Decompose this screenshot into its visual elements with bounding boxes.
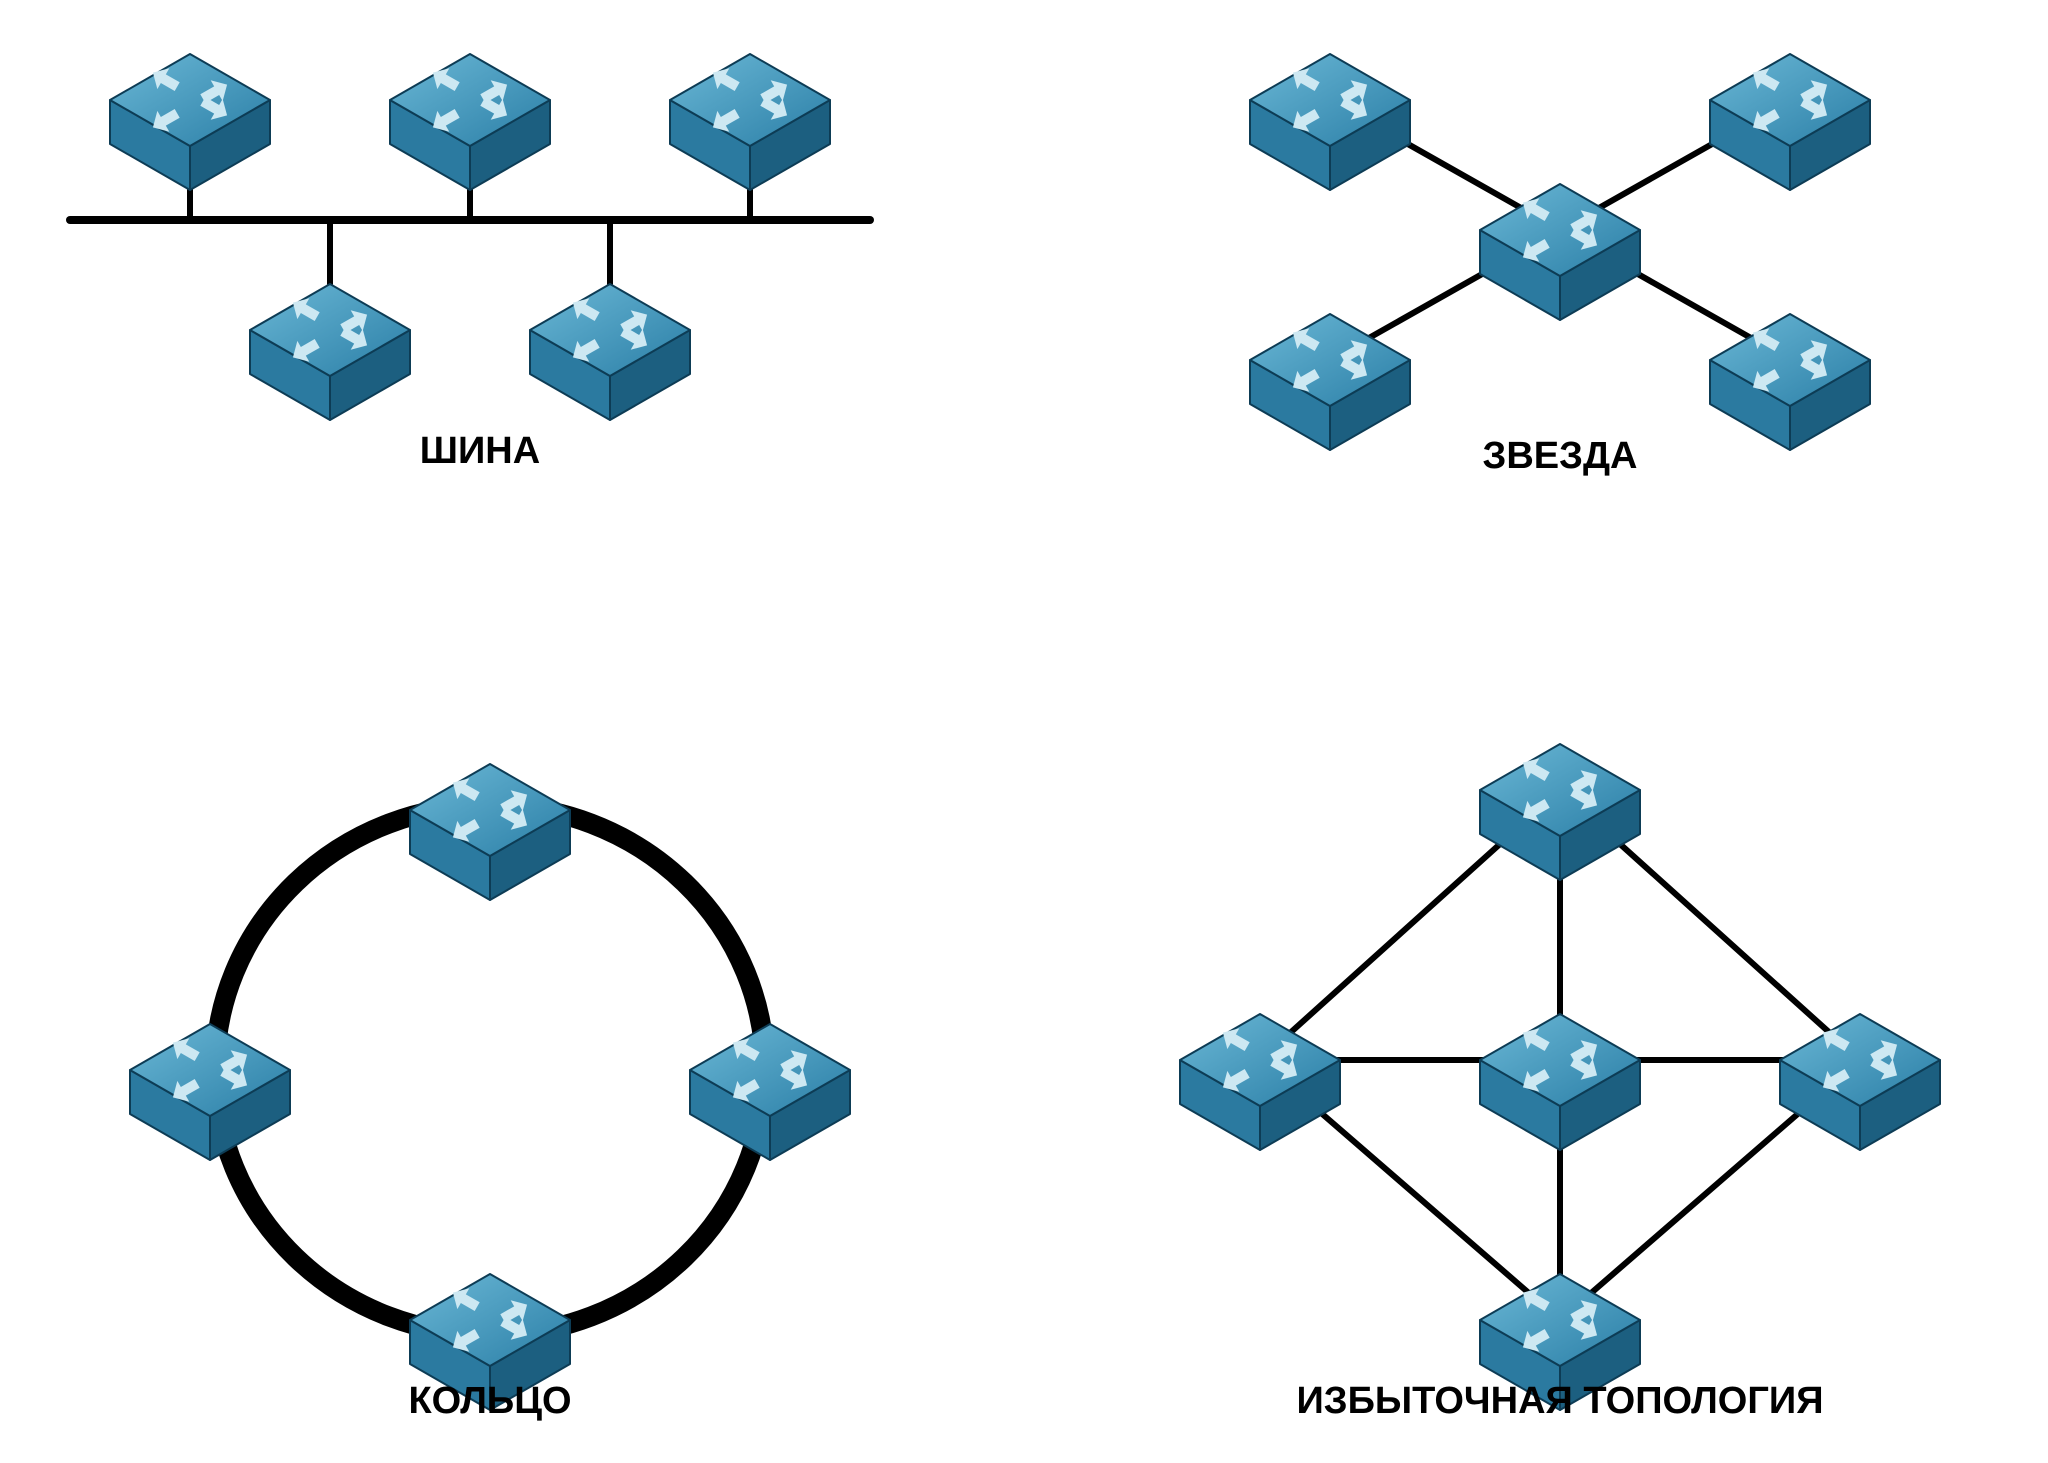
nodes-layer — [0, 0, 2048, 1463]
diagram-canvas: ШИНА ЗВЕЗДА КОЛЬЦО ИЗБЫТОЧНАЯ ТОПОЛОГИЯ — [0, 0, 2048, 1463]
switch-node — [1710, 54, 1870, 190]
switch-node — [1250, 54, 1410, 190]
switch-node — [1250, 314, 1410, 450]
ring-topology-label: КОЛЬЦО — [408, 1380, 571, 1423]
switch-node — [1480, 744, 1640, 880]
switch-node — [1780, 1014, 1940, 1150]
switch-node — [1180, 1014, 1340, 1150]
switch-node — [1480, 184, 1640, 320]
switch-node — [110, 54, 270, 190]
switch-node — [1480, 1014, 1640, 1150]
switch-node — [690, 1024, 850, 1160]
switch-node — [130, 1024, 290, 1160]
bus-topology-label: ШИНА — [420, 430, 540, 473]
switch-node — [1710, 314, 1870, 450]
switch-node — [250, 284, 410, 420]
mesh-topology-label: ИЗБЫТОЧНАЯ ТОПОЛОГИЯ — [1296, 1380, 1823, 1423]
star-topology-label: ЗВЕЗДА — [1483, 435, 1638, 478]
switch-node — [410, 764, 570, 900]
switch-node — [530, 284, 690, 420]
switch-node — [390, 54, 550, 190]
switch-node — [670, 54, 830, 190]
